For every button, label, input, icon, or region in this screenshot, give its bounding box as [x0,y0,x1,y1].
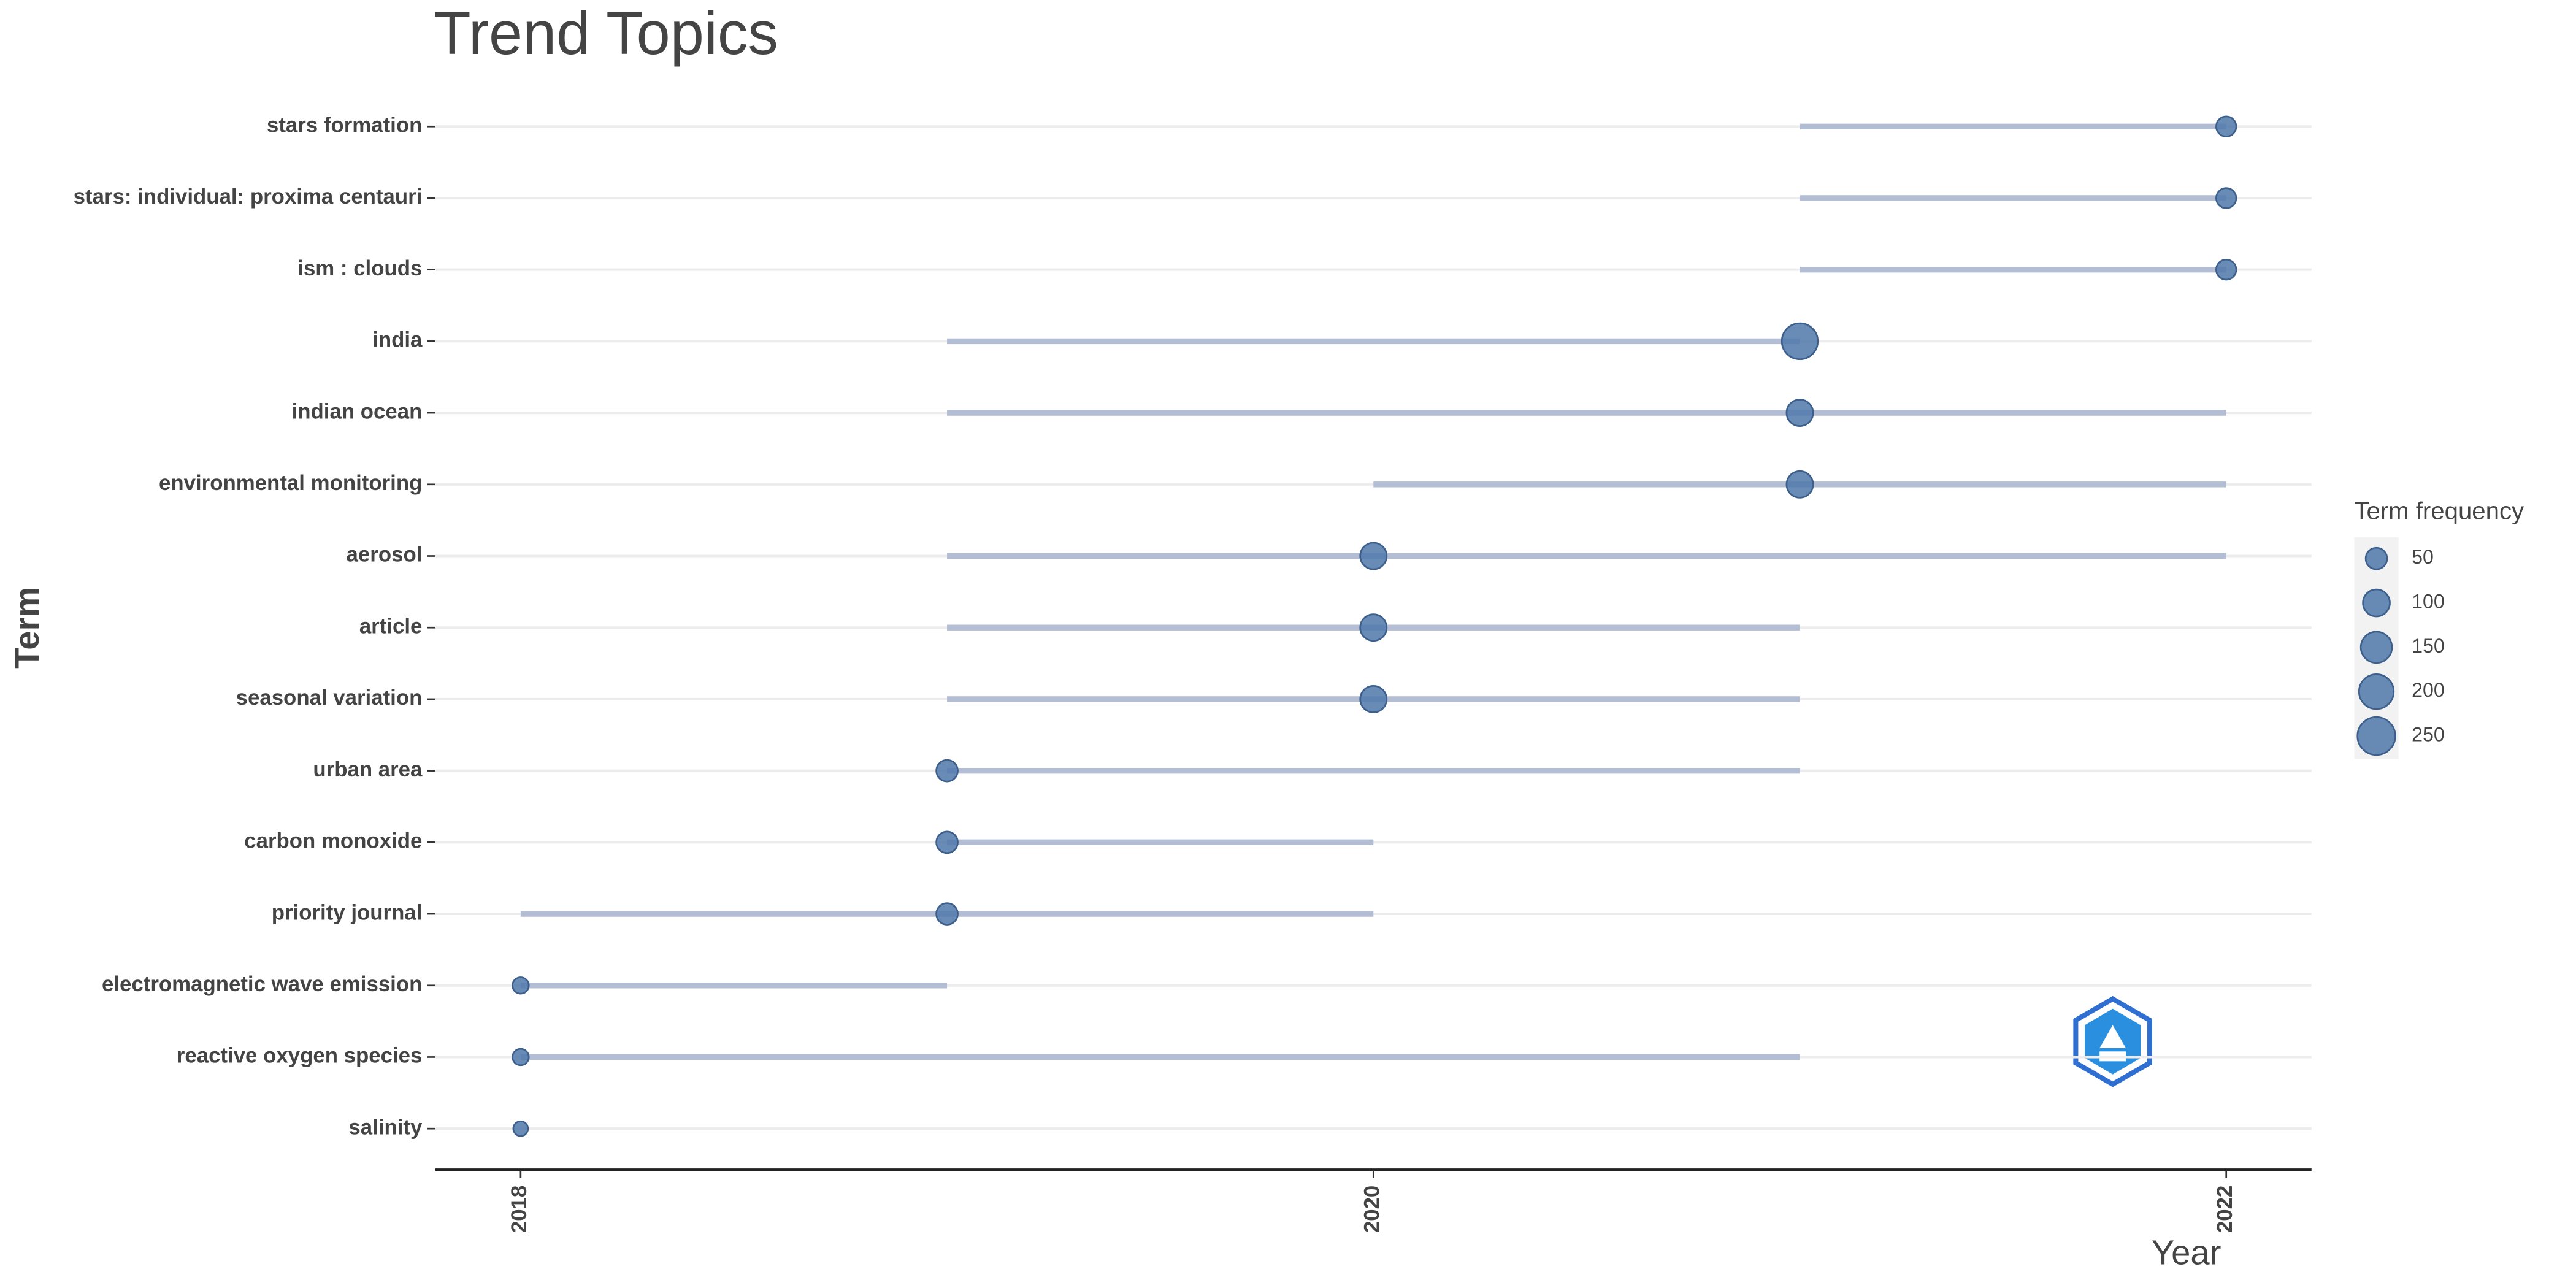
chart-title: Trend Topics [434,0,778,67]
point [512,976,530,995]
legend-title: Term frequency [2354,497,2524,524]
y-tick-label: stars: individual: proxima centauri [74,185,423,209]
point [1359,542,1388,570]
point [1785,399,1814,427]
point [935,902,959,926]
y-tick-label: urban area [313,757,423,781]
x-tick-label: 2020 [1360,1186,1384,1233]
y-tick-label: stars formation [267,113,422,137]
legend-key [2356,716,2396,756]
y-tick-label: priority journal [272,900,423,924]
logo [2073,995,2152,1087]
y-tick-label: aerosol [347,543,423,567]
legend-label: 100 [2412,591,2445,613]
x-tick-label: 2022 [2213,1186,2237,1233]
legend-label: 50 [2412,546,2434,568]
legend-label: 250 [2412,723,2445,745]
y-tick-label: seasonal variation [236,686,423,710]
x-axis-label: Year [2152,1233,2221,1271]
y-axis-label: Term [7,587,46,669]
point [2215,115,2237,137]
point [512,1120,529,1137]
legend-key [2358,673,2395,710]
point [935,759,959,783]
legend-label: 150 [2412,635,2445,657]
y-tick-label: environmental monitoring [159,471,422,495]
y-tick-label: india [372,328,423,352]
y-tick-label: indian ocean [292,399,423,423]
point [1785,470,1814,499]
point [2215,258,2237,281]
legend-key [2362,588,2391,618]
y-tick-label: reactive oxygen species [177,1044,423,1068]
y-tick-label: salinity [348,1115,423,1139]
y-tick-label: article [359,614,423,638]
legend-key [2364,546,2388,570]
point [2215,187,2237,209]
y-tick-label: carbon monoxide [244,829,422,853]
legend-key [2359,631,2393,664]
y-tick-label: electromagnetic wave emission [102,972,422,996]
point [1359,613,1388,642]
point [935,830,959,854]
x-tick-label: 2018 [507,1186,531,1233]
point [512,1048,530,1067]
point [1359,685,1388,713]
legend-label: 200 [2412,679,2445,701]
point [1781,322,1819,361]
y-tick-label: ism : clouds [297,256,422,280]
